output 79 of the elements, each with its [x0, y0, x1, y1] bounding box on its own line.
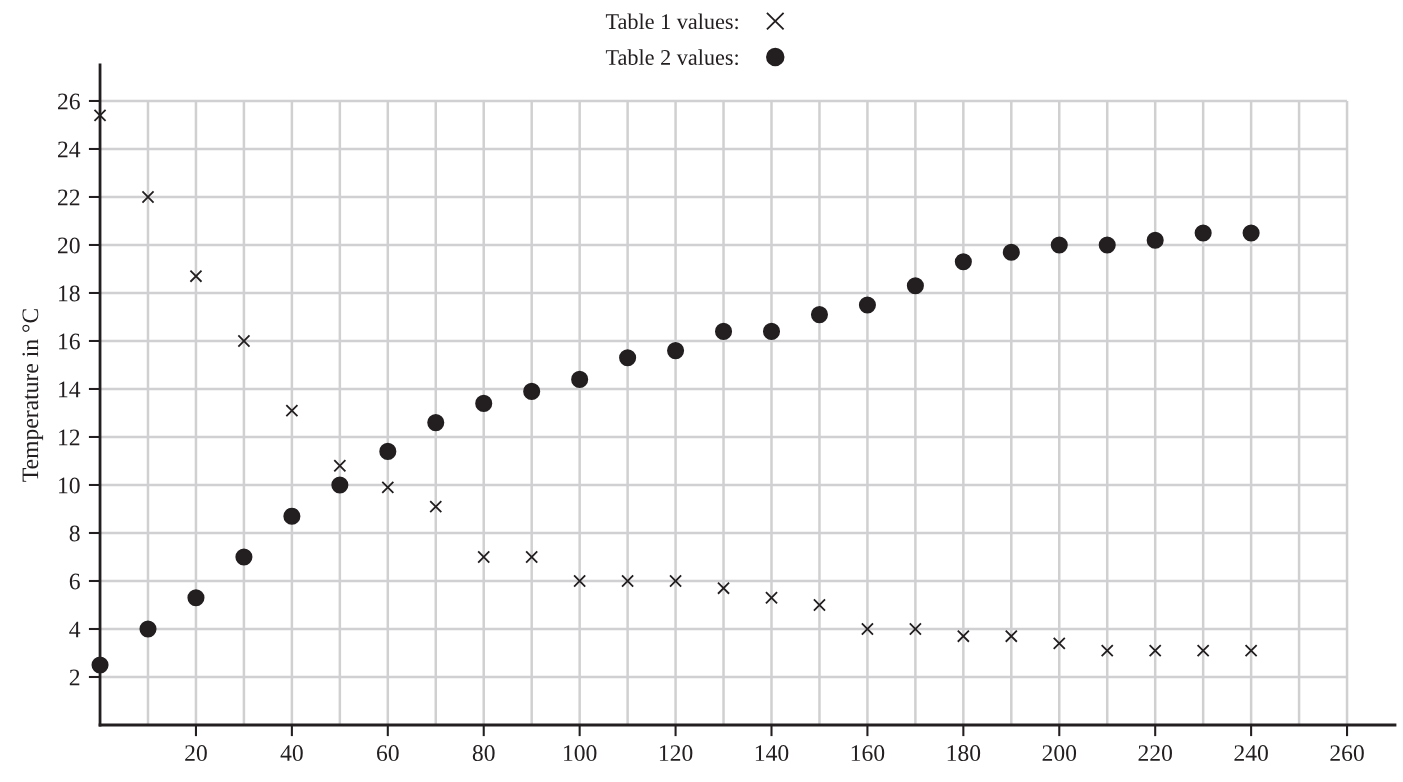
point: [333, 459, 347, 473]
x-tick-label: 80: [472, 745, 495, 762]
point: [1004, 629, 1018, 643]
point: [237, 334, 251, 348]
point: [858, 296, 876, 314]
point: [427, 414, 445, 432]
point: [283, 507, 301, 525]
x-tick-label: 160: [851, 745, 885, 762]
point: [331, 476, 349, 494]
y-axis-title: Temperature in °C: [22, 309, 44, 482]
x-tick-label: 100: [564, 745, 597, 762]
point: [93, 108, 107, 122]
point: [1050, 236, 1068, 254]
y-tick-label: 12: [59, 429, 80, 446]
point: [669, 574, 683, 588]
y-tick-label: 14: [59, 381, 81, 398]
point: [429, 500, 443, 514]
point: [954, 253, 972, 271]
point: [91, 656, 109, 674]
x-tick-label: 40: [280, 745, 303, 762]
x-tick-label: 220: [1138, 745, 1172, 762]
point: [1196, 644, 1210, 658]
point: [667, 342, 685, 360]
x-tick-label: 200: [1042, 745, 1077, 762]
point: [1244, 644, 1258, 658]
y-tick-label: 6: [69, 573, 80, 590]
y-tick-label: 8: [69, 525, 80, 542]
y-tick-label: 22: [58, 189, 80, 206]
point: [139, 620, 157, 638]
legend-label: Table 1 values:: [605, 13, 738, 30]
x-tick-label: 120: [659, 745, 693, 762]
point: [381, 480, 395, 494]
point: [717, 581, 730, 595]
point: [571, 370, 589, 388]
x-tick-label: 20: [185, 745, 207, 762]
x-tick-label: 260: [1330, 745, 1364, 762]
legend-label: Table 2 values:: [605, 49, 738, 66]
point: [621, 574, 635, 588]
point: [762, 322, 781, 340]
point: [235, 548, 253, 566]
point: [189, 269, 203, 283]
point: [1002, 243, 1020, 261]
x-tick-label: 240: [1234, 745, 1268, 762]
x-tick-label: 140: [755, 745, 789, 762]
point: [1148, 644, 1162, 658]
point: [1146, 231, 1164, 249]
point: [714, 322, 733, 340]
point: [141, 190, 155, 204]
point: [906, 277, 924, 295]
x-tick-label: 180: [947, 745, 981, 762]
point: [475, 394, 493, 412]
point: [379, 442, 397, 460]
point: [285, 404, 299, 418]
y-tick-label: 16: [59, 333, 80, 350]
point: [619, 349, 637, 367]
point: [1242, 224, 1260, 242]
point: [525, 550, 539, 564]
point: [523, 382, 541, 400]
y-tick-label: 18: [59, 285, 80, 302]
y-tick-label: 26: [58, 93, 80, 110]
point: [187, 589, 205, 607]
y-tick-label: 20: [58, 237, 80, 254]
point: [1052, 636, 1066, 650]
point: [908, 622, 922, 636]
point: [765, 591, 778, 605]
point: [860, 622, 874, 636]
point: [1098, 236, 1116, 254]
point: [956, 629, 970, 643]
y-tick-label: 2: [69, 669, 80, 686]
point: [813, 598, 826, 612]
point: [1100, 644, 1114, 658]
x-tick-label: 60: [377, 745, 399, 762]
point: [810, 306, 829, 324]
y-tick-label: 10: [59, 477, 80, 494]
point: [477, 550, 491, 564]
point: [573, 574, 587, 588]
y-tick-label: 24: [58, 141, 81, 158]
point: [1194, 224, 1212, 242]
y-tick-label: 4: [69, 621, 81, 638]
